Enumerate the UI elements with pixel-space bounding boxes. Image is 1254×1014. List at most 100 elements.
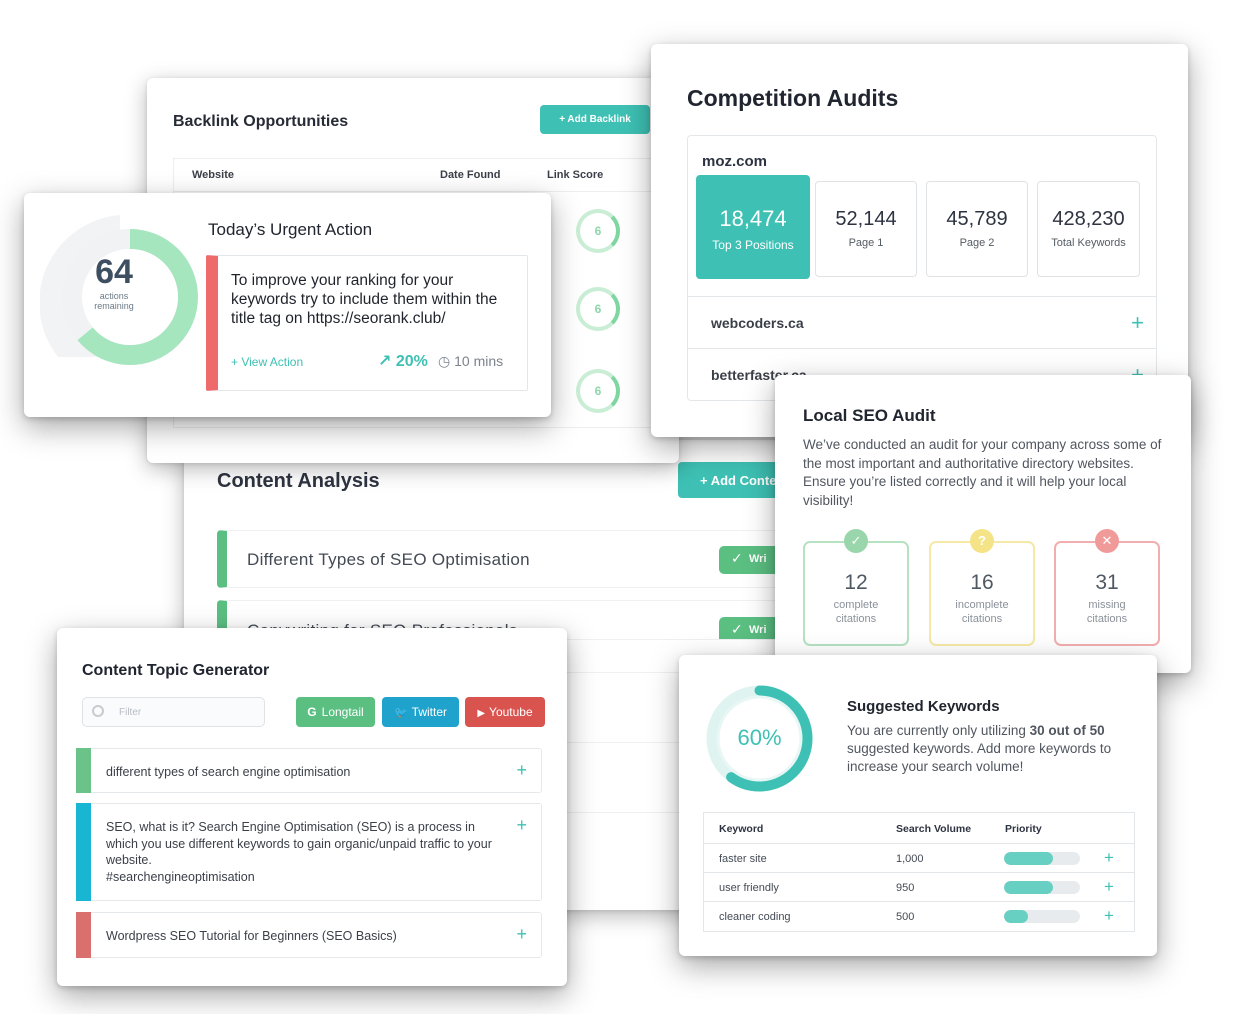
competitor-domain: webcoders.ca: [711, 315, 804, 331]
topic-generator-title: Content Topic Generator: [82, 662, 270, 679]
actions-gauge: [40, 215, 198, 365]
citation-label-line2: citations: [961, 613, 1003, 625]
topic-color-bar: [76, 803, 91, 901]
column-header-keyword: Keyword: [719, 823, 764, 835]
table-row: cleaner coding 500 +: [704, 901, 1134, 930]
topic-item[interactable]: different types of search engine optimis…: [76, 748, 542, 793]
priority-fill: [1004, 852, 1054, 865]
topic-text: Wordpress SEO Tutorial for Beginners (SE…: [106, 929, 397, 943]
local-seo-title: Local SEO Audit: [803, 406, 936, 425]
urgent-action-box: To improve your ranking for your keyword…: [206, 255, 528, 391]
view-action-link[interactable]: + View Action: [231, 355, 304, 369]
youtube-button[interactable]: ▶ Youtube: [465, 697, 545, 727]
volume-cell: 950: [896, 882, 915, 894]
urgent-action-card: 64 actions remaining Today’s Urgent Actio…: [24, 193, 551, 417]
actions-label-line1: actions: [99, 291, 129, 301]
link-score: 6: [576, 369, 620, 413]
topic-text: different types of search engine optimis…: [106, 765, 351, 779]
add-keyword-plus-icon[interactable]: +: [1104, 877, 1114, 896]
twitter-button[interactable]: 🐦 Twitter: [382, 697, 459, 727]
citation-count: 31: [1095, 571, 1119, 594]
actions-label: actions remaining: [64, 291, 164, 311]
column-header-search-volume: Search Volume: [896, 823, 972, 835]
column-header-website: Website: [192, 169, 234, 181]
desc-text: You are currently only utilizing: [847, 723, 1030, 738]
stat-value: 18,474: [719, 206, 787, 231]
local-seo-audit-card: Local SEO Audit We’ve conducted an audit…: [775, 375, 1191, 673]
stat-page2[interactable]: 45,789 Page 2: [926, 181, 1028, 277]
gauge-center: [82, 249, 178, 345]
topic-color-bar: [76, 748, 91, 793]
competitor-domain: moz.com: [702, 153, 768, 170]
volume-cell: 500: [896, 911, 915, 923]
content-topic-generator-card: Content Topic Generator G Longtail 🐦Twitt…: [57, 628, 567, 986]
citation-label: incomplete citations: [931, 598, 1033, 626]
gauge-fill: [62, 229, 198, 365]
suggested-keywords-card: 60% Suggested Keywords You are currently…: [679, 655, 1157, 956]
actions-label-line2: remaining: [94, 301, 134, 311]
close-icon: ✕: [1095, 529, 1119, 553]
priority-bar: [1004, 910, 1080, 923]
content-row[interactable]: Different Types of SEO Optimisation ✓ Wri: [217, 530, 817, 588]
citation-label-line1: missing: [1088, 599, 1126, 611]
desc-text: suggested keywords. Add more keywords to…: [847, 741, 1112, 774]
add-keyword-plus-icon[interactable]: +: [1104, 848, 1114, 867]
competitor-panel: moz.com 18,474 Top 3 Positions 52,144 Pa…: [687, 135, 1157, 401]
missing-citations[interactable]: ✕ 31 missing citations: [1054, 529, 1160, 646]
keywords-description: You are currently only utilizing 30 out …: [847, 722, 1137, 776]
check-icon: ✓: [844, 529, 868, 553]
add-topic-plus-icon[interactable]: +: [516, 924, 527, 944]
keywords-title: Suggested Keywords: [847, 698, 1000, 715]
stat-label: Page 2: [959, 237, 995, 249]
search-icon: [92, 705, 104, 717]
citation-count: 16: [970, 571, 994, 594]
table-row: faster site 1,000 +: [704, 843, 1134, 872]
add-keyword-plus-icon[interactable]: +: [1104, 906, 1114, 925]
status-label: Wri: [749, 553, 767, 565]
topic-item[interactable]: Wordpress SEO Tutorial for Beginners (SE…: [76, 912, 542, 958]
citation-label: missing citations: [1056, 598, 1158, 626]
priority-bar: [1004, 881, 1080, 894]
longtail-button[interactable]: G Longtail: [296, 697, 375, 727]
incomplete-citations[interactable]: ? 16 incomplete citations: [929, 529, 1035, 646]
citation-label-line1: incomplete: [955, 599, 1009, 611]
keyword-usage-ring: [706, 685, 813, 792]
volume-cell: 1,000: [896, 853, 924, 865]
filter-input[interactable]: [119, 703, 259, 721]
stat-top3[interactable]: 18,474 Top 3 Positions: [696, 175, 810, 279]
priority-bar: [1004, 852, 1080, 865]
stat-value: 428,230: [1052, 208, 1125, 230]
content-row-title: Different Types of SEO Optimisation: [247, 550, 530, 569]
competitor-row[interactable]: webcoders.ca +: [688, 296, 1156, 348]
expand-plus-icon[interactable]: +: [1131, 310, 1144, 335]
ring-center: [719, 698, 800, 779]
topic-item[interactable]: SEO, what is it? Search Engine Optimisat…: [76, 803, 542, 901]
add-backlink-button[interactable]: + Add Backlink: [540, 105, 650, 134]
keyword-usage-percent: 60%: [737, 725, 782, 750]
stat-label: Page 1: [848, 237, 884, 249]
check-icon: ✓: [731, 621, 743, 637]
table-row: user friendly 950 +: [704, 872, 1134, 901]
complete-citations[interactable]: ✓ 12 complete citations: [803, 529, 909, 646]
button-label: Twitter: [411, 705, 448, 719]
table-divider: [174, 191, 652, 192]
button-label: Longtail: [321, 705, 364, 719]
content-analysis-title: Content Analysis: [217, 470, 380, 492]
stat-label: Top 3 Positions: [712, 238, 794, 252]
topic-text: SEO, what is it? Search Engine Optimisat…: [106, 820, 492, 884]
stat-value: 45,789: [946, 208, 1008, 230]
add-topic-plus-icon[interactable]: +: [516, 815, 527, 835]
time-estimate: ◷ 10 mins: [438, 353, 504, 369]
citation-count: 12: [844, 571, 868, 594]
actions-count: 64: [95, 253, 133, 291]
add-topic-plus-icon[interactable]: +: [516, 760, 527, 780]
stat-total-keywords[interactable]: 428,230 Total Keywords: [1037, 181, 1140, 277]
citation-label: complete citations: [805, 598, 907, 626]
ring-fill: [706, 685, 813, 792]
keyword-cell: cleaner coding: [719, 911, 791, 923]
backlinks-title: Backlink Opportunities: [173, 113, 349, 130]
impact-percent: ↗ 20%: [378, 353, 428, 370]
stat-page1[interactable]: 52,144 Page 1: [815, 181, 917, 277]
citation-label-line2: citations: [835, 613, 877, 625]
keyword-cell: user friendly: [719, 882, 779, 894]
